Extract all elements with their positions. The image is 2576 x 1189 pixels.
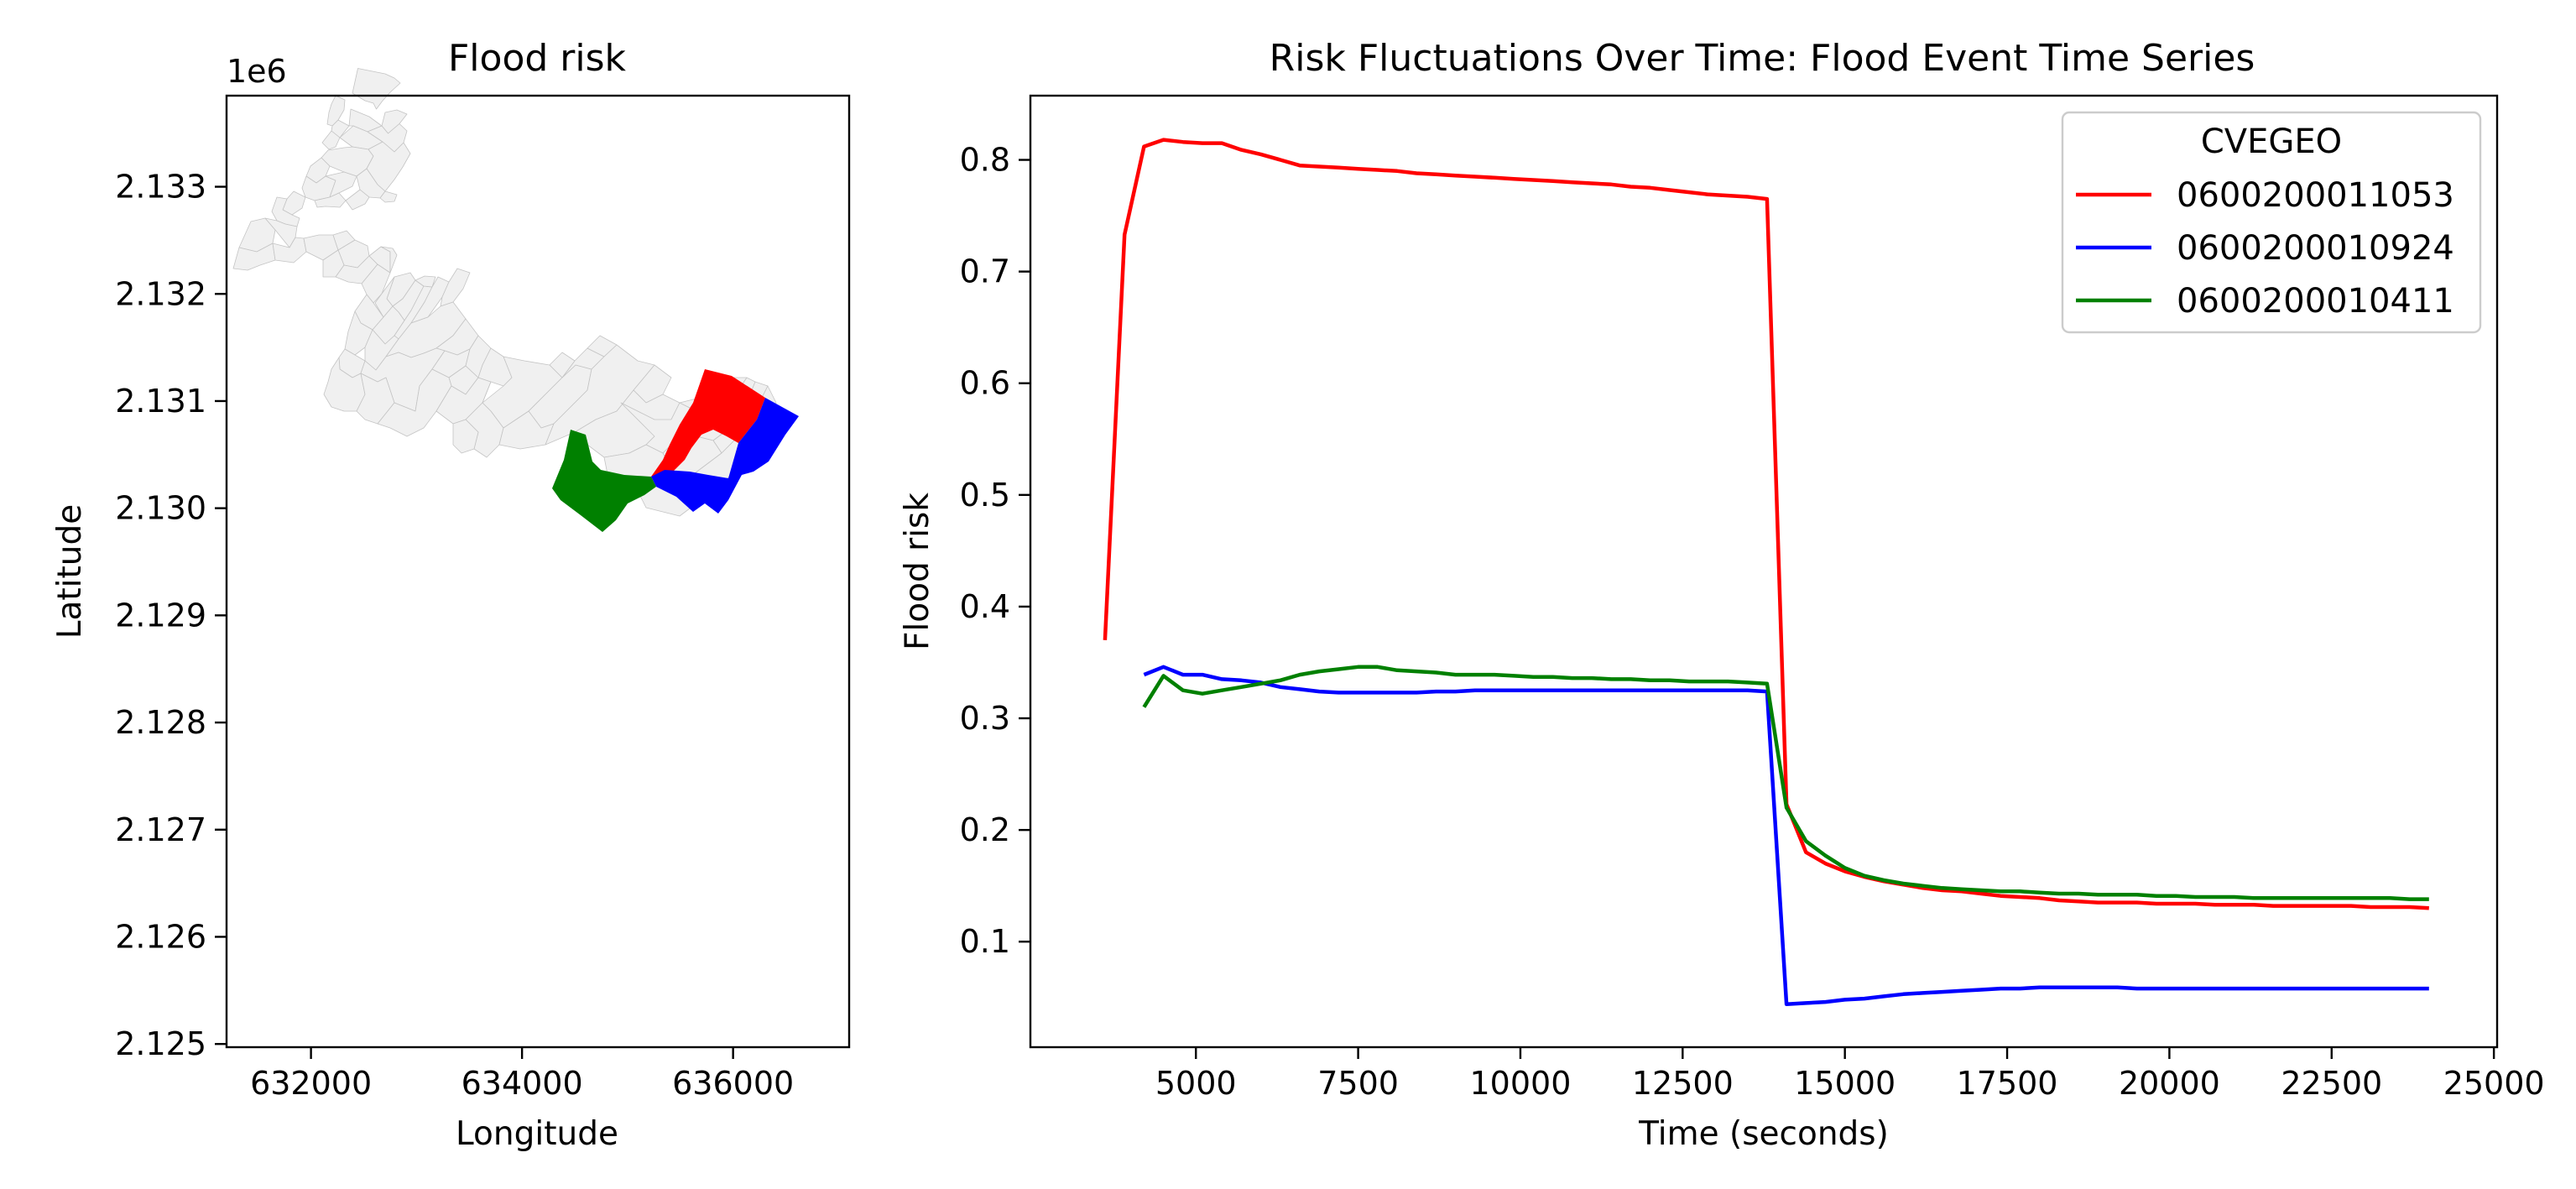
legend-box — [2061, 111, 2482, 334]
tract-polygon — [332, 230, 356, 251]
map-regions — [232, 68, 777, 517]
tract-polygon — [477, 347, 513, 404]
legend-entries: 0600200011053 0600200010924 0600200010411 — [2076, 176, 2454, 321]
map-y-tick-label: 2.131 — [115, 383, 206, 420]
timeseries-y-tick-label: 0.8 — [960, 142, 1010, 179]
legend: CVEGEO 060020001105306002000109240600200… — [2061, 111, 2482, 334]
map-y-axis-label: Latitude — [51, 504, 89, 639]
timeseries-x-tick-label: 12500 — [1632, 1065, 1734, 1102]
map-panel: Flood risk 1e6 — [51, 37, 851, 1153]
timeseries-x-tick-label: 25000 — [2443, 1065, 2545, 1102]
highlighted-region-0600200010924 — [651, 398, 799, 514]
legend-title: CVEGEO — [2201, 123, 2342, 161]
timeseries-x-axis-label: Time (seconds) — [1638, 1115, 1889, 1153]
timeseries-y-tick-label: 0.7 — [960, 253, 1010, 290]
legend-label: 0600200011053 — [2177, 176, 2454, 215]
tract-polygon — [380, 246, 398, 274]
map-x-tick-label: 636000 — [672, 1065, 794, 1102]
timeseries-axes-frame — [1029, 94, 2499, 1049]
tract-polygon — [366, 141, 411, 192]
series-line-0600200011053 — [1103, 138, 2429, 910]
timeseries-x-ticks: 5000 7500 10000 12500 15000 17500 20000 22500 25… — [1155, 1047, 2545, 1102]
map-y-tick-label: 2.130 — [115, 490, 206, 527]
timeseries-panel: Risk Fluctuations Over Time: Flood Event… — [899, 37, 2545, 1153]
map-y-offset-label: 1e6 — [227, 53, 287, 90]
tract-polygon — [415, 275, 436, 288]
timeseries-x-tick-label: 7500 — [1317, 1065, 1399, 1102]
tract-polygon — [379, 190, 398, 203]
timeseries-y-tick-label: 0.1 — [960, 923, 1010, 960]
tract-polygon — [264, 217, 298, 248]
timeseries-y-axis-label: Flood risk — [899, 493, 936, 650]
series-line-0600200010924 — [1143, 665, 2429, 1007]
series-line-0600200010411 — [1142, 665, 2429, 901]
highlighted-region-0600200011053 — [651, 369, 765, 480]
timeseries-lines — [1103, 138, 2429, 1007]
map-y-tick-label: 2.132 — [115, 275, 206, 312]
map-y-tick-label: 2.127 — [115, 811, 206, 848]
tract-polygon — [321, 130, 341, 150]
timeseries-x-tick-label: 20000 — [2119, 1065, 2220, 1102]
map-x-tick-label: 632000 — [250, 1065, 372, 1102]
tract-polygon — [344, 310, 373, 356]
timeseries-x-tick-label: 22500 — [2281, 1065, 2382, 1102]
timeseries-y-tick-label: 0.6 — [960, 365, 1010, 402]
timeseries-x-tick-label: 10000 — [1470, 1065, 1572, 1102]
timeseries-x-tick-label: 5000 — [1155, 1065, 1237, 1102]
legend-label: 0600200010924 — [2177, 229, 2454, 268]
map-y-tick-label: 2.125 — [115, 1025, 206, 1062]
map-x-axis-label: Longitude — [456, 1115, 618, 1153]
tract-polygon — [314, 192, 347, 208]
map-x-tick-label: 634000 — [461, 1065, 583, 1102]
timeseries-y-tick-label: 0.5 — [960, 477, 1010, 514]
tract-polygon — [323, 357, 366, 412]
map-y-tick-label: 2.129 — [115, 597, 206, 634]
timeseries-x-tick-label: 17500 — [1957, 1065, 2058, 1102]
map-y-tick-label: 2.133 — [115, 169, 206, 206]
highlighted-region-0600200010411 — [552, 430, 656, 532]
timeseries-y-tick-label: 0.3 — [960, 700, 1010, 737]
map-title: Flood risk — [448, 37, 627, 80]
map-tracts — [552, 369, 799, 532]
timeseries-x-tick-label: 15000 — [1794, 1065, 1895, 1102]
map-y-tick-label: 2.128 — [115, 704, 206, 741]
map-axes-frame — [225, 94, 851, 1049]
tract-polygon — [325, 171, 357, 198]
tract-polygon — [345, 189, 370, 211]
tract-polygon — [452, 419, 479, 454]
timeseries-y-tick-label: 0.4 — [960, 588, 1010, 625]
timeseries-title: Risk Fluctuations Over Time: Flood Event… — [1270, 37, 2255, 80]
map-x-ticks: 632000 634000 636000 — [250, 1047, 794, 1102]
map-y-ticks: 2.125 2.126 2.127 2.128 2.129 2.130 2.131 2.132… — [115, 169, 227, 1062]
tract-polygon — [352, 68, 401, 110]
legend-label: 0600200010411 — [2177, 282, 2454, 321]
tract-polygon — [549, 352, 576, 378]
timeseries-y-tick-label: 0.2 — [960, 811, 1010, 848]
timeseries-y-ticks: 0.1 0.2 0.3 0.4 0.5 0.6 0.7 0.8 — [960, 142, 1030, 960]
map-y-tick-label: 2.126 — [115, 918, 206, 955]
tract-polygon — [271, 196, 300, 227]
